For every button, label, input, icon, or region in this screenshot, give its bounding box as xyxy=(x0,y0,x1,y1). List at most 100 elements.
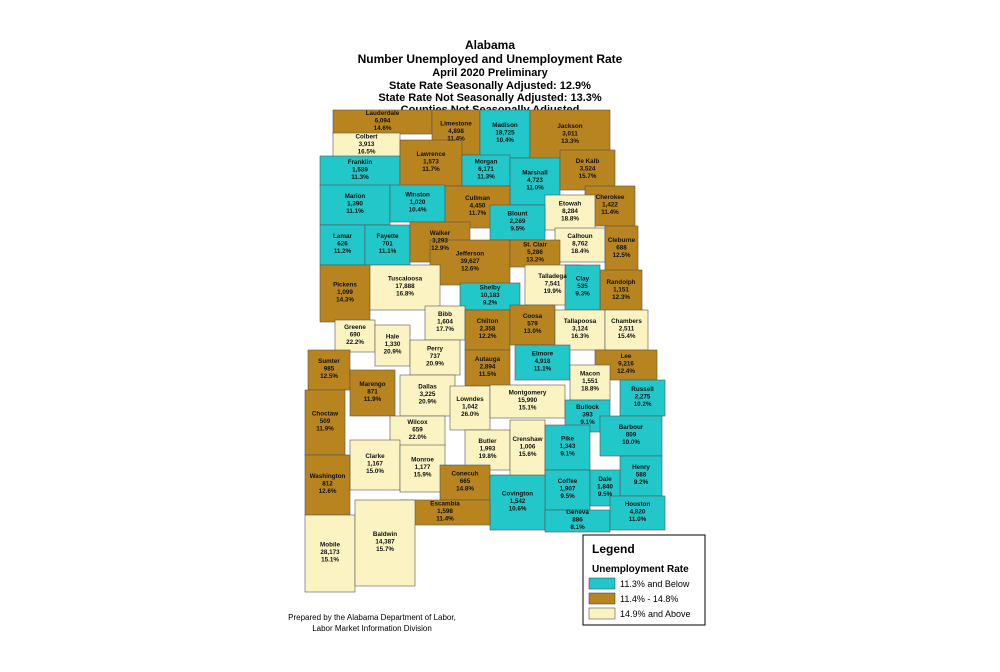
county-rate: 15.9% xyxy=(414,472,432,479)
county-rate: 11.0% xyxy=(526,185,544,192)
county-name: Mobile xyxy=(320,542,340,549)
county-name: Chambers xyxy=(611,318,642,325)
county-unemployed: 1,006 xyxy=(520,444,536,451)
county-name: Russell xyxy=(631,386,654,393)
county-rate: 12.3% xyxy=(612,294,630,301)
county-rate: 11.4% xyxy=(447,136,465,143)
county-rate: 14.6% xyxy=(374,125,392,132)
county-unemployed: 1,330 xyxy=(385,341,401,348)
county-name: Colbert xyxy=(355,134,378,141)
county-name: Lawrence xyxy=(416,151,446,158)
county-name: Coosa xyxy=(523,313,543,320)
county-unemployed: 2,894 xyxy=(480,364,496,371)
county-name: Lowndes xyxy=(456,396,484,403)
county-unemployed: 28,173 xyxy=(320,549,340,556)
county-rate: 9.5% xyxy=(510,226,525,233)
county-name: Henry xyxy=(632,464,650,471)
county-unemployed: 1,422 xyxy=(602,202,618,209)
county-area xyxy=(364,224,411,266)
county-rate: 11.0% xyxy=(629,516,647,523)
county-unemployed: 15,990 xyxy=(518,397,538,404)
county-name: Perry xyxy=(427,346,444,353)
county-area xyxy=(409,339,461,376)
county-rate: 11.7% xyxy=(422,166,440,173)
county-unemployed: 535 xyxy=(577,283,588,290)
county-unemployed: 1,177 xyxy=(415,464,431,471)
county-name: Jefferson xyxy=(456,251,484,258)
county-unemployed: 14,387 xyxy=(375,539,395,546)
county-rate: 16.8% xyxy=(396,291,414,298)
county-rate: 15.6% xyxy=(519,451,537,458)
county-rate: 20.9% xyxy=(426,361,444,368)
county-name: Coffee xyxy=(558,478,578,485)
county-unemployed: 3,225 xyxy=(420,391,436,398)
legend-swatch xyxy=(588,592,616,605)
county-name: Geneva xyxy=(566,509,589,516)
county-unemployed: 6,094 xyxy=(375,118,391,125)
county-rate: 15.0% xyxy=(366,468,384,475)
county-name: Shelby xyxy=(480,285,501,292)
county-unemployed: 4,450 xyxy=(470,203,486,210)
county-name: Crenshaw xyxy=(512,436,542,443)
county-area xyxy=(399,444,446,493)
county-name: Sumter xyxy=(318,358,340,365)
legend-swatch xyxy=(588,607,616,620)
county-rate: 15.7% xyxy=(376,546,394,553)
county-name: Franklin xyxy=(348,159,373,166)
county-unemployed: 39,627 xyxy=(460,258,480,265)
county-unemployed: 1,020 xyxy=(410,199,426,206)
county-area xyxy=(489,474,546,531)
legend-title: Legend xyxy=(592,542,635,556)
county-name: Conecuh xyxy=(452,471,479,478)
county-name: Baldwin xyxy=(373,531,397,538)
state-rate-sa: State Rate Seasonally Adjusted: 12.9% xyxy=(389,80,591,92)
state-rate-nsa: State Rate Not Seasonally Adjusted: 13.3… xyxy=(378,92,602,104)
county-unemployed: 809 xyxy=(626,432,637,439)
county-rate: 11.9% xyxy=(364,396,382,403)
county-rate: 10.0% xyxy=(622,439,640,446)
county-name: Wilcox xyxy=(407,419,428,426)
county-area xyxy=(369,264,441,311)
county-rate: 15.1% xyxy=(519,405,537,412)
county-area xyxy=(464,309,511,351)
county-name: Monroe xyxy=(411,457,434,464)
county-unemployed: 2,269 xyxy=(510,218,526,225)
county-rate: 11.4% xyxy=(436,516,454,523)
county-name: Pickens xyxy=(333,282,357,289)
county-rate: 12.5% xyxy=(320,373,338,380)
county-area xyxy=(489,384,566,419)
county-unemployed: 690 xyxy=(350,332,361,339)
county-unemployed: 4,898 xyxy=(448,128,464,135)
county-unemployed: 1,551 xyxy=(582,378,598,385)
county-unemployed: 18,725 xyxy=(495,130,515,137)
county-unemployed: 886 xyxy=(572,517,583,524)
county-unemployed: 8,284 xyxy=(562,208,578,215)
county-name: Marion xyxy=(345,193,366,200)
county-rate: 22.2% xyxy=(346,339,364,346)
county-rate: 15.7% xyxy=(579,173,597,180)
county-name: Etowah xyxy=(559,201,582,208)
county-name: Elmore xyxy=(532,351,554,358)
county-rate: 9.5% xyxy=(598,491,613,498)
county-unemployed: 10,183 xyxy=(480,292,500,299)
footer: Prepared by the Alabama Department of La… xyxy=(288,613,456,622)
county-rate: 11.1% xyxy=(346,208,364,215)
county-unemployed: 4,918 xyxy=(535,358,551,365)
county-area xyxy=(399,139,463,187)
county-unemployed: 1,598 xyxy=(437,508,453,515)
county-unemployed: 509 xyxy=(320,418,331,425)
county-area xyxy=(514,344,571,381)
county-name: Bibb xyxy=(438,311,452,318)
county-rate: 14.8% xyxy=(456,486,474,493)
county-name: Winston xyxy=(405,192,430,199)
county-name: Limestone xyxy=(440,121,472,128)
county-name: Cherokee xyxy=(596,194,625,201)
county-area xyxy=(599,269,643,313)
county-name: Calhoun xyxy=(567,233,592,240)
county-name: Cleburne xyxy=(608,237,636,244)
county-area xyxy=(461,154,511,187)
county-rate: 13.3% xyxy=(561,138,579,145)
county-area xyxy=(604,309,649,351)
county-rate: 9.1% xyxy=(560,451,575,458)
